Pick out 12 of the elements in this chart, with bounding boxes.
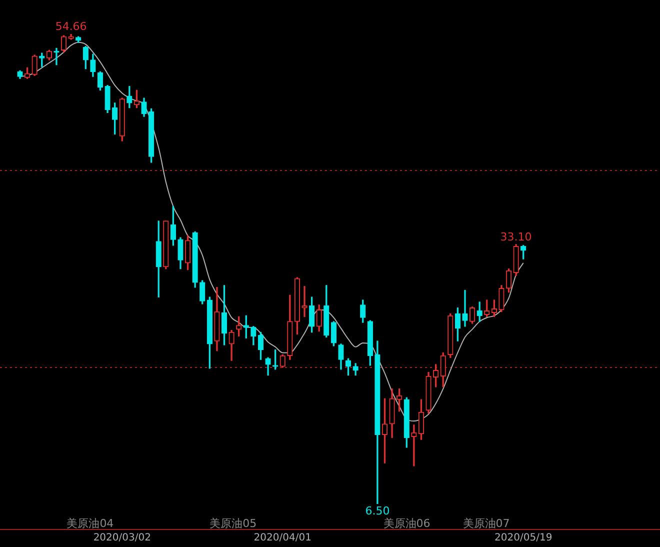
annotation: 33.10 <box>500 230 532 244</box>
text: 美原油06 <box>383 517 430 530</box>
candlestick <box>411 424 417 466</box>
text: 美原油04 <box>66 517 114 530</box>
text: 美原油07 <box>462 517 510 530</box>
x-tick-label: 2020/05/19 <box>494 532 552 544</box>
x-tick-label: 2020/04/01 <box>254 532 312 544</box>
x-tick-label: 2020/03/02 <box>93 532 151 544</box>
annotation: 6.50 <box>365 504 390 518</box>
candlestick <box>462 290 468 327</box>
annotation: 54.66 <box>55 20 87 33</box>
text: 美原油05 <box>210 517 257 530</box>
